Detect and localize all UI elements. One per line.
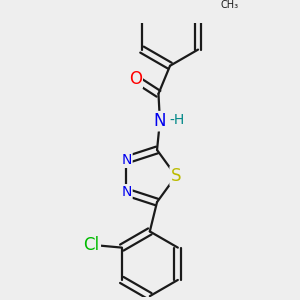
Text: S: S	[171, 167, 181, 185]
Text: -H: -H	[169, 113, 185, 127]
Text: Cl: Cl	[84, 236, 100, 254]
Text: N: N	[121, 153, 132, 167]
Text: O: O	[129, 70, 142, 88]
Text: N: N	[121, 185, 132, 199]
Text: CH₃: CH₃	[221, 0, 239, 10]
Text: N: N	[154, 112, 166, 130]
